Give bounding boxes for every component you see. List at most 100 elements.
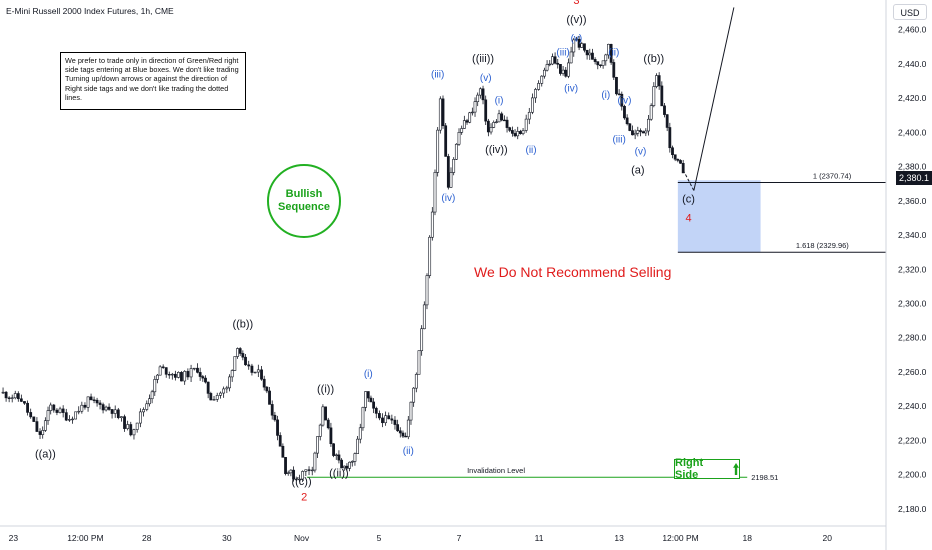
candle-body	[113, 409, 117, 414]
arrow-up-icon	[733, 463, 739, 475]
candle-body	[41, 430, 45, 435]
candle-body	[342, 465, 346, 469]
candle-body	[671, 147, 674, 156]
candle-body	[473, 101, 477, 113]
price-tick-label: 2,360.0	[898, 196, 927, 206]
candle-body	[107, 406, 111, 410]
candle-body	[192, 367, 196, 370]
candle-body	[647, 118, 650, 132]
candle-body	[110, 409, 114, 414]
candle-body	[649, 105, 653, 120]
candle-body	[348, 461, 351, 469]
candle-body	[310, 469, 314, 472]
time-tick-label: 12:00 PM	[67, 533, 103, 543]
candle-body	[153, 379, 157, 393]
candle-body	[406, 419, 410, 438]
candle-body	[86, 396, 90, 408]
wave-label: (i)	[495, 95, 504, 106]
candle-body	[601, 60, 605, 66]
candle-body	[374, 407, 378, 414]
currency-button[interactable]: USD	[893, 4, 927, 20]
candle-body	[492, 122, 496, 128]
candle-body	[607, 43, 610, 56]
candle-body	[633, 132, 637, 136]
candle-body	[537, 83, 541, 90]
candle-body	[604, 54, 608, 62]
candle-body	[273, 414, 277, 421]
candle-body	[4, 391, 8, 399]
candle-body	[35, 421, 39, 432]
candle-body	[148, 398, 151, 405]
candle-body	[270, 404, 274, 416]
candle-body	[489, 127, 493, 133]
candle-body	[186, 371, 190, 378]
candle-body	[222, 388, 226, 394]
candle-body	[428, 236, 432, 276]
candle-body	[19, 398, 23, 402]
candle-body	[10, 397, 14, 399]
wave-label: ((i))	[317, 384, 334, 396]
candle-body	[510, 130, 514, 134]
candle-body	[660, 85, 664, 107]
candle-body	[377, 413, 381, 419]
wave-label: (iii)	[612, 135, 625, 146]
candle-body	[358, 427, 362, 440]
candle-body	[29, 412, 33, 418]
price-tick-label: 2,200.0	[898, 470, 927, 480]
candle-body	[247, 364, 251, 367]
candle-body	[433, 172, 437, 213]
candle-body	[49, 404, 53, 411]
candle-body	[64, 412, 68, 421]
candle-body	[502, 119, 506, 122]
price-tick-label: 2,380.0	[898, 162, 927, 172]
candle-body	[294, 478, 298, 481]
forecast-line	[693, 7, 735, 191]
candle-body	[457, 132, 461, 145]
candle-body	[142, 409, 145, 413]
candle-body	[366, 391, 370, 399]
candle-body	[173, 373, 177, 378]
candle-body	[236, 348, 239, 357]
time-tick-label: 23	[9, 533, 19, 543]
wave-label: (iv)	[441, 193, 455, 204]
candle-body	[518, 131, 522, 134]
candle-body	[241, 353, 245, 358]
price-tick-label: 2,460.0	[898, 25, 927, 35]
candle-body	[583, 43, 586, 51]
wave-label: (v)	[480, 73, 492, 84]
candle-body	[23, 401, 26, 404]
candle-body	[420, 328, 424, 352]
candle-body	[430, 211, 434, 238]
wave-label: (ii)	[526, 145, 537, 156]
candle-body	[313, 452, 317, 471]
candle-body	[164, 367, 168, 375]
candle-body	[575, 38, 578, 41]
candle-body	[345, 465, 349, 469]
time-tick-label: Nov	[294, 533, 310, 543]
time-tick-label: 7	[457, 533, 462, 543]
candle-body	[286, 472, 290, 474]
candle-body	[561, 69, 565, 74]
candle-body	[98, 402, 102, 405]
no-sell-warning: We Do Not Recommend Selling	[474, 264, 672, 280]
candle-body	[449, 172, 453, 188]
wave-label: 3	[573, 0, 579, 7]
candle-body	[161, 366, 165, 368]
candle-body	[409, 401, 413, 421]
candle-body	[7, 397, 11, 399]
candle-body	[61, 408, 65, 413]
wave-label: ((v))	[566, 14, 586, 26]
candle-body	[43, 420, 47, 431]
candle-body	[350, 461, 354, 463]
candle-body	[540, 75, 544, 84]
wave-label: (ii)	[403, 446, 414, 457]
candle-body	[564, 69, 568, 77]
wave-label: (iii)	[431, 70, 444, 81]
candle-body	[304, 469, 308, 472]
candle-body	[465, 120, 469, 123]
candle-body	[531, 97, 534, 113]
candle-body	[641, 131, 645, 134]
candle-body	[83, 404, 87, 408]
wave-label: (i)	[601, 90, 610, 101]
